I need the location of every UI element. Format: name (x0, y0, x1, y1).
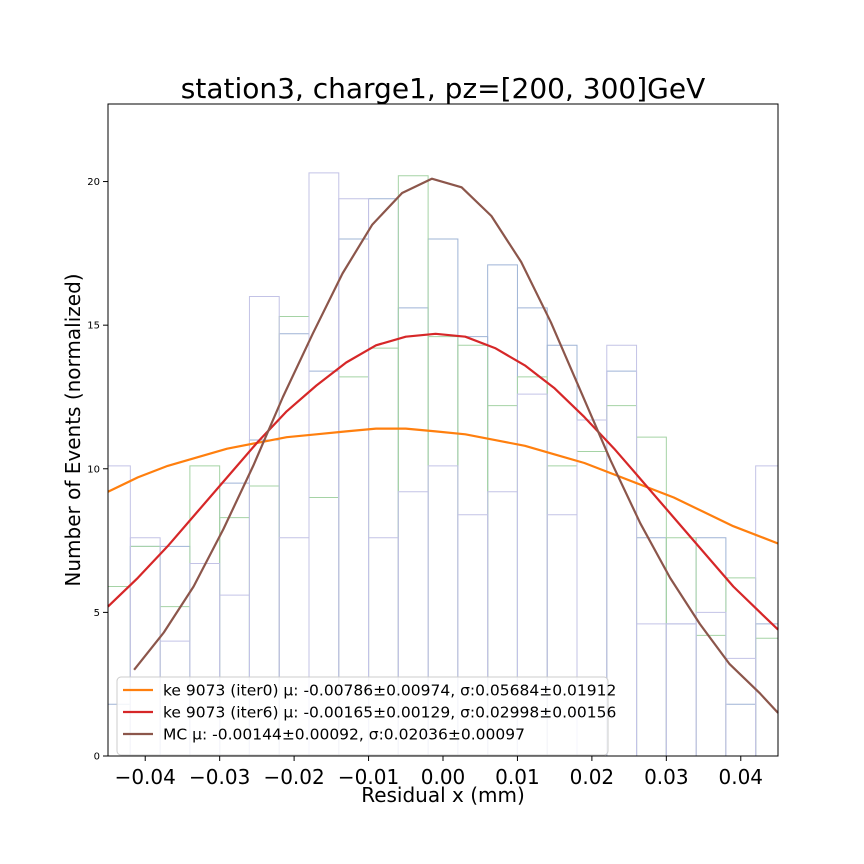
y-tick-label: 0 (94, 752, 100, 763)
legend-box (116, 676, 609, 756)
histogram-3 (107, 172, 779, 756)
y-tick-label: 15 (87, 321, 100, 332)
y-tick-label: 5 (94, 608, 100, 619)
histogram-bin (338, 198, 370, 756)
y-tick-label: 10 (87, 464, 100, 475)
legend-label: ke 9073 (iter6) μ: -0.00165±0.00129, σ:0… (163, 704, 616, 722)
x-tick-label: 0.04 (719, 765, 764, 789)
x-axis-label: Residual x (mm) (361, 783, 525, 807)
legend-label: ke 9073 (iter0) μ: -0.00786±0.00974, σ:0… (163, 682, 616, 700)
plot-area (107, 103, 779, 757)
x-axis: −0.04 −0.03 −0.02 −0.01 0.00 0.01 0.02 0.03 0.04 (115, 756, 763, 789)
histogram-bin (606, 344, 638, 756)
chart-title: station3, charge1, pz=[200, 300]GeV (181, 72, 705, 105)
x-tick-label: 0.02 (570, 765, 615, 789)
x-tick-label: 0.03 (644, 765, 689, 789)
x-tick-label: −0.02 (263, 765, 324, 789)
y-tick-label: 20 (87, 177, 100, 188)
legend: ke 9073 (iter0) μ: -0.00786±0.00974, σ:0… (116, 676, 616, 756)
x-tick-label: −0.04 (115, 765, 176, 789)
histogram-bin (248, 295, 280, 756)
fit-curves-layer (107, 177, 779, 714)
x-tick-label: 0.01 (495, 765, 540, 789)
y-axis-label: Number of Events (normalized) (61, 273, 85, 586)
x-tick-label: 0.00 (421, 765, 466, 789)
y-axis: 0 5 10 15 20 (87, 177, 108, 763)
histogram-layer (107, 172, 779, 756)
series-line-2 (107, 332, 779, 631)
series-line-1 (107, 427, 779, 545)
legend-label: MC μ: -0.00144±0.00092, σ:0.02036±0.0009… (163, 726, 525, 744)
series-line-3 (133, 177, 779, 714)
x-tick-label: −0.01 (338, 765, 399, 789)
x-tick-label: −0.03 (189, 765, 250, 789)
